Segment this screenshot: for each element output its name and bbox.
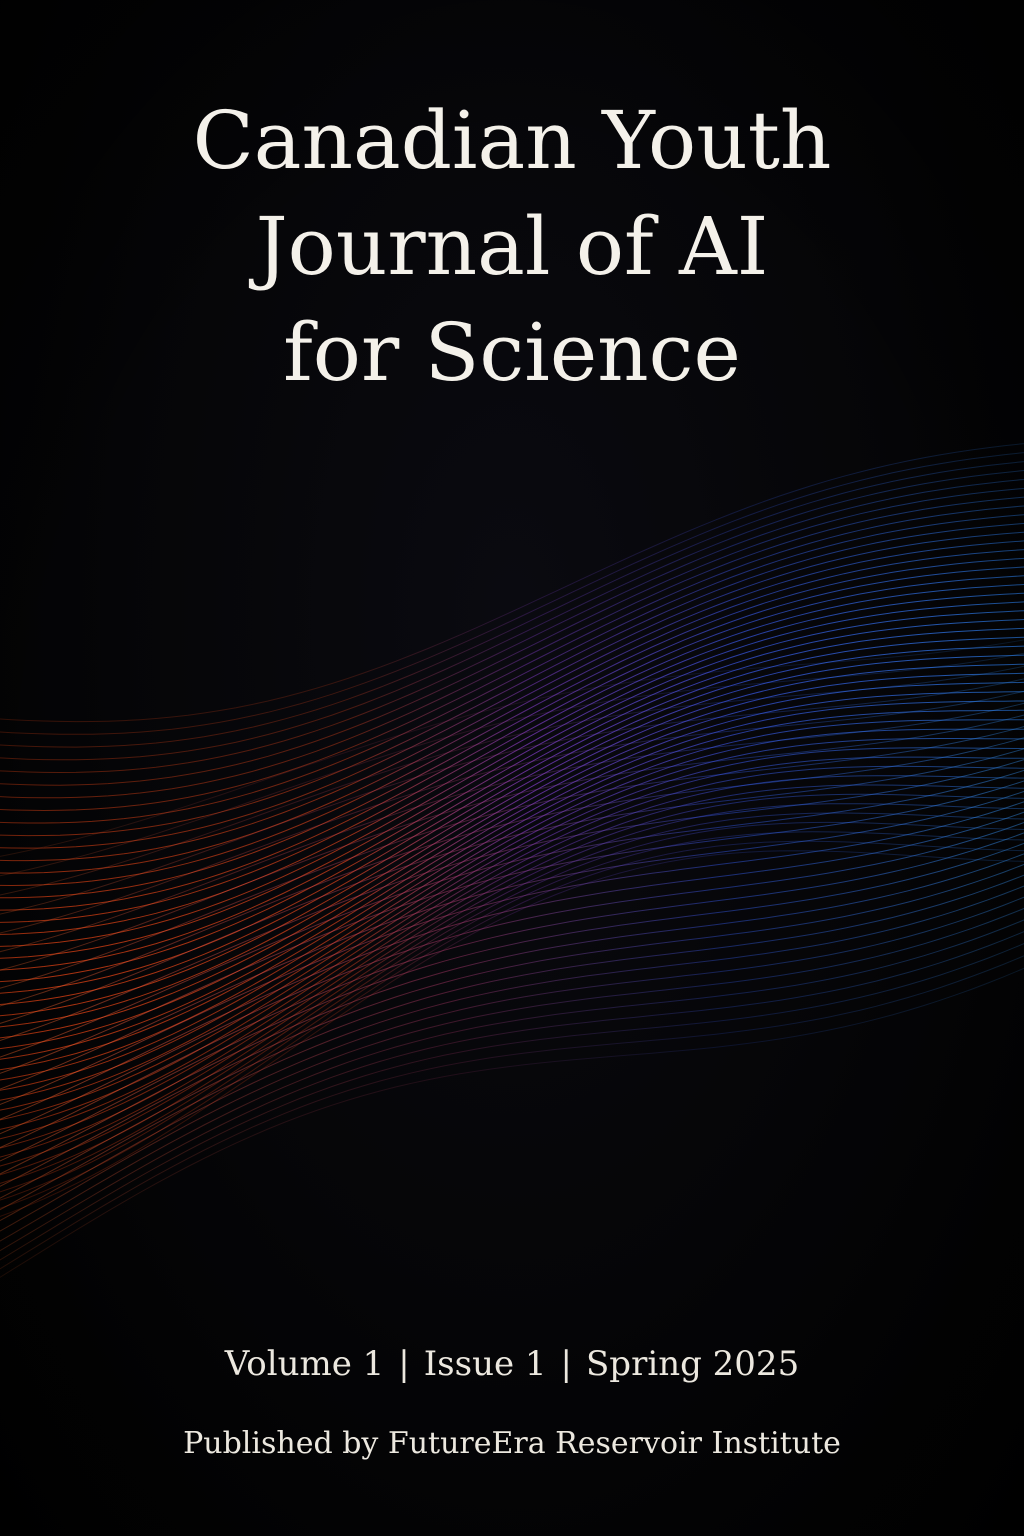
volume-label: Volume 1 [224,1344,385,1384]
issue-info: Volume 1 | Issue 1 | Spring 2025 [0,1340,1024,1388]
title-line: Canadian Youth [192,94,832,187]
title-line: for Science [283,306,741,399]
separator: | [560,1344,573,1384]
journal-title: Canadian Youth Journal of AI for Science [0,88,1024,406]
title-line: Journal of AI [255,200,769,293]
issue-label: Issue 1 [423,1344,547,1384]
publisher-line: Published by FutureEra Reservoir Institu… [183,1426,841,1461]
season-label: Spring 2025 [586,1344,800,1384]
separator: | [398,1344,410,1384]
